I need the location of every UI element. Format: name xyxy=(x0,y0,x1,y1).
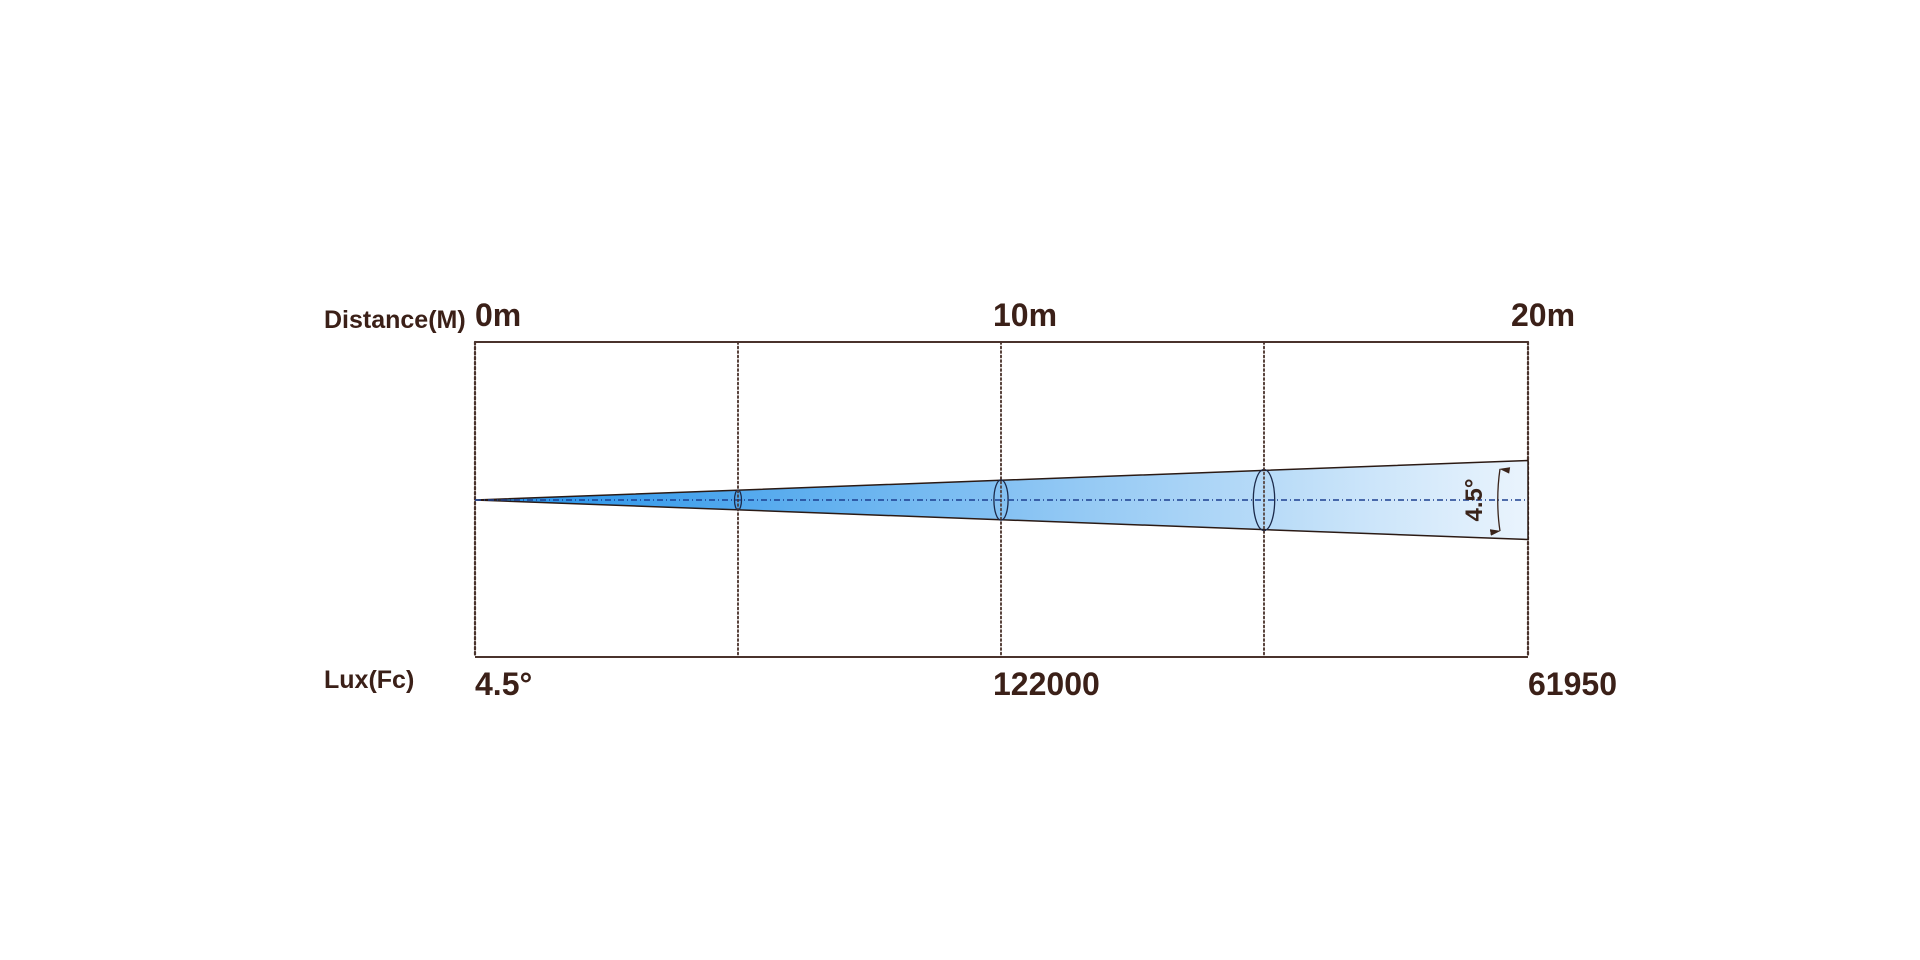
svg-text:4.5°: 4.5° xyxy=(1461,479,1488,522)
